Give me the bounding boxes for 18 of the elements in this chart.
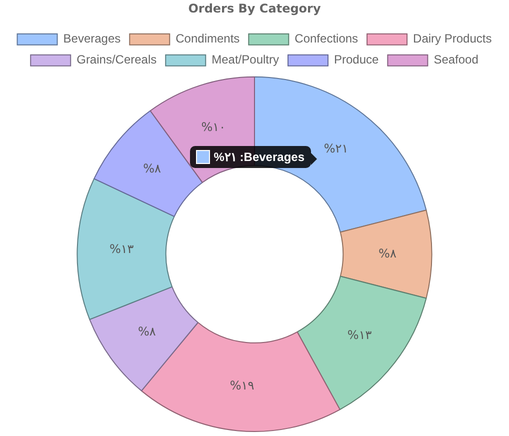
legend-label: Meat/Poultry <box>212 52 279 67</box>
legend-label: Dairy Products <box>413 32 492 46</box>
legend-label: Seafood <box>434 52 478 67</box>
data-label: %۱۹ <box>230 378 254 393</box>
legend-label: Confections <box>294 32 358 46</box>
data-label: %۱۳ <box>347 328 372 342</box>
data-label: %۸ <box>378 246 397 260</box>
text: %۲۱ :Beverages <box>214 150 304 164</box>
data-label: %۲۱ <box>324 141 348 156</box>
data-label: %۸ <box>138 324 156 338</box>
data-label: %۱۰ <box>201 120 226 134</box>
legend-label: Condiments <box>176 32 240 46</box>
legend-label: Beverages <box>63 32 121 46</box>
data-label: %۸ <box>143 162 162 176</box>
data-label: %۱۳ <box>109 242 134 256</box>
legend-label: Produce <box>334 52 380 67</box>
legend-label: Grains/Cereals <box>76 52 157 67</box>
chart-title: Orders By Category <box>188 1 321 16</box>
